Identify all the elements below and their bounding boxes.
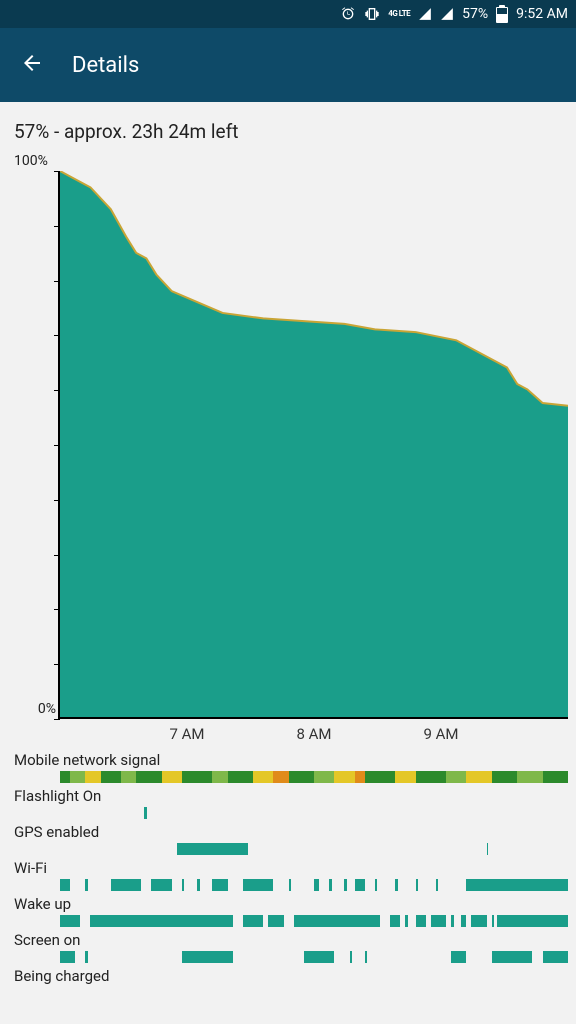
- signal-icon-1: [418, 7, 432, 21]
- band-bar: [60, 771, 568, 783]
- battery-chart: 100% 0% 7 AM 8 AM 9 AM: [0, 153, 576, 745]
- signal-icon-2: [440, 7, 454, 21]
- back-button[interactable]: [20, 51, 44, 79]
- band-flashlight-on: Flashlight On: [14, 787, 568, 819]
- band-bar: [60, 987, 568, 999]
- x-tick-label: 9 AM: [423, 725, 458, 743]
- y-axis-max: 100%: [14, 153, 568, 169]
- x-tick-label: 8 AM: [296, 725, 331, 743]
- band-gps-enabled: GPS enabled: [14, 823, 568, 855]
- y-axis-min: 0%: [14, 701, 56, 717]
- x-axis-labels: 7 AM 8 AM 9 AM: [60, 725, 568, 745]
- band-bar: [60, 915, 568, 927]
- vibrate-icon: [364, 6, 380, 22]
- band-label: Screen on: [14, 931, 568, 949]
- app-bar: Details: [0, 28, 576, 102]
- band-label: GPS enabled: [14, 823, 568, 841]
- network-type: 4G LTE: [388, 10, 410, 18]
- band-bar: [60, 807, 568, 819]
- band-label: Wi-Fi: [14, 859, 568, 877]
- band-bar: [60, 843, 568, 855]
- band-bar: [60, 879, 568, 891]
- band-wi-fi: Wi-Fi: [14, 859, 568, 891]
- battery-summary: 57% - approx. 23h 24m left: [0, 102, 576, 153]
- status-bar: 4G LTE 57% 9:52 AM: [0, 0, 576, 28]
- band-screen-on: Screen on: [14, 931, 568, 963]
- x-tick-label: 7 AM: [169, 725, 204, 743]
- alarm-icon: [340, 6, 356, 22]
- clock: 9:52 AM: [516, 6, 568, 22]
- band-label: Mobile network signal: [14, 751, 568, 769]
- battery-percent: 57%: [462, 6, 488, 22]
- band-label: Flashlight On: [14, 787, 568, 805]
- band-label: Being charged: [14, 967, 568, 985]
- band-label: Wake up: [14, 895, 568, 913]
- battery-icon: [496, 5, 508, 23]
- band-bar: [60, 951, 568, 963]
- band-being-charged: Being charged: [14, 967, 568, 999]
- band-mobile-network-signal: Mobile network signal: [14, 751, 568, 783]
- page-title: Details: [72, 53, 139, 78]
- usage-bands: Mobile network signal Flashlight On GPS en…: [0, 751, 576, 999]
- band-wake-up: Wake up: [14, 895, 568, 927]
